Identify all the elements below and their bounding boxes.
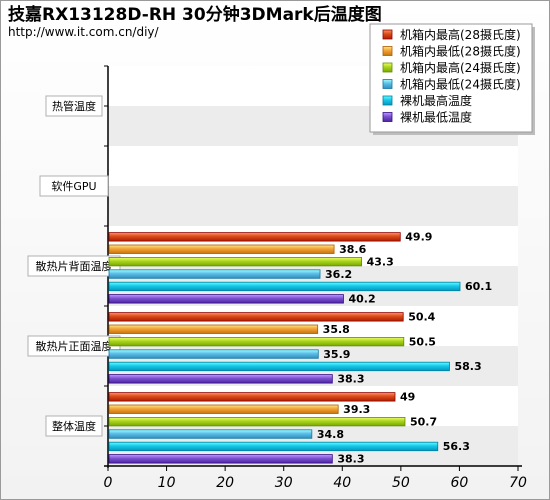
bar-3-2: [108, 336, 405, 347]
value-label: 38.6: [339, 243, 366, 256]
category-label: 散热片正面温度: [27, 335, 121, 357]
value-label: 50.5: [409, 335, 436, 348]
legend-swatch: [382, 112, 393, 122]
legend-entry: 机箱内最高(28摄氏度): [400, 27, 521, 42]
x-tick-label: 40: [333, 475, 351, 491]
bar-2-4: [108, 281, 461, 292]
category-label-box: [39, 175, 109, 197]
value-label: 56.3: [443, 440, 470, 453]
bar-3-4: [108, 361, 450, 372]
chart-subtitle: http://www.it.com.cn/diy/: [8, 25, 160, 39]
legend-box: [369, 23, 533, 133]
value-label: 50.7: [410, 415, 437, 428]
category-label-box: [45, 95, 103, 117]
bar-4-0: [108, 392, 396, 402]
value-label: 35.9: [323, 348, 350, 361]
bar-4-3: [108, 429, 313, 439]
value-label: 38.3: [337, 373, 364, 386]
bar-3-0: [108, 312, 404, 322]
value-label: 43.3: [367, 255, 394, 268]
x-tick-label: 60: [451, 475, 469, 491]
legend-entry: 裸机最低温度: [400, 110, 472, 125]
bar-2-5: [108, 294, 344, 304]
category-label-text: 散热片背面温度: [36, 259, 113, 273]
x-tick-label: 10: [158, 475, 176, 491]
x-tick-label: 0: [104, 475, 113, 491]
bar-3-3: [108, 349, 319, 359]
value-label: 36.2: [325, 268, 352, 281]
value-label: 49: [400, 391, 415, 404]
value-label: 58.3: [454, 360, 481, 373]
bar-2-1: [108, 244, 335, 254]
category-band: [108, 146, 518, 186]
x-tick-label: 50: [392, 475, 410, 491]
category-band: [108, 186, 518, 226]
value-label: 50.4: [408, 311, 435, 324]
bar-4-4: [108, 441, 439, 452]
x-tick-label: 70: [509, 475, 527, 491]
chart-title: 技嘉RX13128D-RH 30分钟3DMark后温度图: [8, 4, 382, 25]
category-label-text: 整体温度: [52, 419, 96, 433]
category-label-text: 热管温度: [52, 99, 96, 113]
value-label: 38.3: [337, 453, 364, 466]
legend-swatch: [382, 46, 393, 56]
category-label: 散热片背面温度: [27, 255, 121, 277]
x-tick-label: 30: [275, 475, 293, 491]
legend-swatch: [382, 62, 393, 73]
bar-2-3: [108, 269, 321, 279]
value-label: 60.1: [465, 280, 492, 293]
legend-entry: 机箱内最高(24摄氏度): [400, 60, 521, 75]
category-label: 软件GPU: [39, 175, 109, 197]
value-label: 40.2: [348, 293, 375, 306]
x-tick-label: 20: [216, 475, 234, 491]
bar-3-5: [108, 374, 333, 384]
bar-2-2: [108, 256, 363, 267]
bar-3-1: [108, 324, 319, 334]
value-label: 34.8: [317, 428, 344, 441]
value-label: 49.9: [405, 231, 432, 244]
category-label-text: 软件GPU: [51, 179, 96, 193]
value-label: 35.8: [323, 323, 350, 336]
legend-swatch: [382, 79, 393, 89]
category-label: 整体温度: [45, 415, 103, 437]
bar-2-0: [108, 232, 401, 242]
bar-4-2: [108, 416, 406, 427]
legend-entry: 裸机最高温度: [400, 93, 472, 108]
legend-entry: 机箱内最低(28摄氏度): [400, 44, 521, 59]
category-label-text: 散热片正面温度: [36, 339, 113, 353]
legend-swatch: [382, 29, 393, 40]
bar-4-5: [108, 454, 333, 464]
category-label: 热管温度: [45, 95, 103, 117]
value-label: 39.3: [343, 403, 370, 416]
category-label-box: [45, 415, 103, 437]
legend-swatch: [382, 95, 393, 106]
bar-4-1: [108, 404, 339, 414]
legend-entry: 机箱内最低(24摄氏度): [400, 77, 521, 92]
